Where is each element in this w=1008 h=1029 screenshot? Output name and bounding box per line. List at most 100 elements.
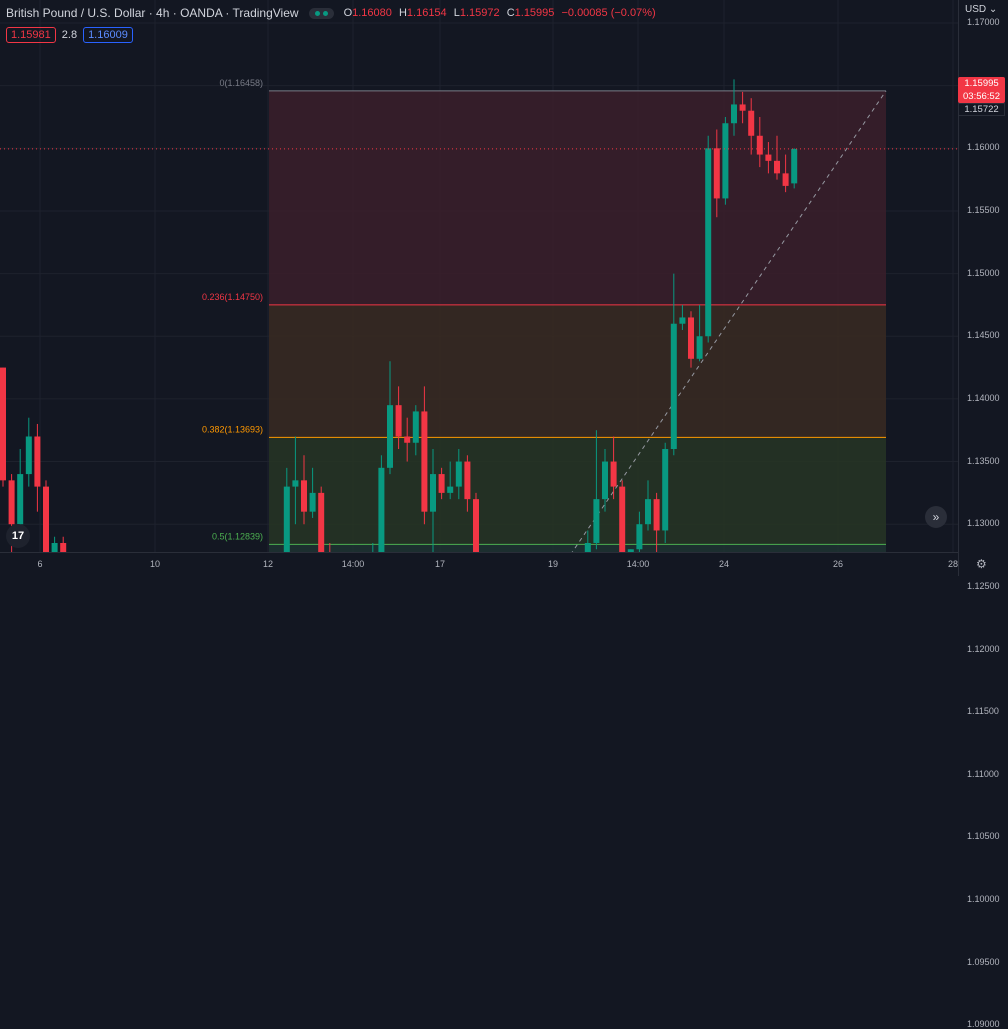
buy-button[interactable]: 1.16009 xyxy=(83,27,133,43)
candle-body xyxy=(60,542,67,675)
fib-zone xyxy=(269,437,886,545)
fib-zone xyxy=(269,544,886,652)
candle-body xyxy=(756,135,763,155)
y-tick-label: 1.17000 xyxy=(967,17,1000,27)
candle-body xyxy=(670,323,677,450)
candle-body xyxy=(748,110,755,136)
candle-body xyxy=(430,474,436,512)
fib-trend-line xyxy=(268,90,887,999)
currency-selector[interactable]: USD ⌄ xyxy=(965,4,997,15)
sell-button[interactable]: 1.15981 xyxy=(6,27,56,43)
candle-body xyxy=(412,411,419,443)
low-label: L xyxy=(453,7,460,19)
low-value: 1.15972 xyxy=(459,7,500,19)
x-tick-label: 17 xyxy=(434,559,445,569)
candle-body xyxy=(378,467,385,575)
candle-body xyxy=(387,405,393,468)
candle-body xyxy=(688,317,694,359)
candle-body xyxy=(610,461,617,487)
last-price: 1.15995 xyxy=(964,78,999,89)
chart-area[interactable]: 0(1.16458) 0.236(1.14750) 0.382(1.13693) 0.… xyxy=(0,0,958,1026)
quote-row: 1.15981 2.8 1.16009 xyxy=(6,27,133,43)
candle-body xyxy=(51,542,58,569)
close-label: C xyxy=(506,7,515,19)
candle-body xyxy=(584,542,591,581)
candlestick-chart[interactable]: 0(1.16458) 0.236(1.14750) 0.382(1.13693) 0.… xyxy=(0,0,958,1026)
x-tick-label: 12 xyxy=(262,559,273,569)
candle-body xyxy=(292,480,299,487)
spread-value: 2.8 xyxy=(61,29,78,41)
candle-body xyxy=(662,449,669,531)
candle-body xyxy=(464,461,471,500)
candle-body xyxy=(679,317,686,324)
high-label: H xyxy=(398,7,407,19)
candle-body xyxy=(619,486,626,556)
y-tick-label: 1.14500 xyxy=(967,330,1000,341)
candle-body xyxy=(602,461,608,500)
chevron-down-icon: ⌄ xyxy=(988,4,998,15)
x-tick-label: 14:00 xyxy=(626,559,650,569)
close-value: 1.15995 xyxy=(514,7,555,19)
tradingview-logo[interactable]: 17 xyxy=(6,524,30,548)
y-tick-label: 1.11000 xyxy=(967,768,999,779)
candle-body xyxy=(17,474,24,525)
currency-label: USD xyxy=(965,4,987,15)
candle-body xyxy=(782,173,789,186)
candle-body xyxy=(0,367,6,481)
candle-body xyxy=(421,411,428,512)
y-tick-label: 1.10000 xyxy=(967,894,1000,905)
candle-body xyxy=(283,486,290,644)
y-tick-label: 1.16000 xyxy=(967,142,1000,153)
candle-body xyxy=(438,474,445,493)
candle-body xyxy=(645,499,651,525)
gear-icon[interactable]: ⚙ xyxy=(976,557,987,571)
candle-body xyxy=(636,524,643,550)
x-tick-label: 14:00 xyxy=(341,559,365,569)
candle-body xyxy=(696,336,703,359)
fib-level-label: 0(1.16458) xyxy=(219,78,263,88)
prev-close-tag: 1.15722 xyxy=(958,103,1005,116)
x-tick-label: 26 xyxy=(832,559,843,569)
symbol-title[interactable]: British Pound / U.S. Dollar · 4h · OANDA… xyxy=(6,6,299,20)
y-tick-label: 1.09000 xyxy=(967,1019,1000,1029)
candle-body xyxy=(309,492,316,512)
x-tick-label: 28 xyxy=(947,559,958,569)
x-tick-label: 24 xyxy=(718,559,729,569)
fib-zone xyxy=(269,90,886,305)
candle-body xyxy=(722,123,729,199)
last-price-tag: 1.15995 03:56:52 xyxy=(958,77,1005,103)
y-tick-label: 1.14000 xyxy=(967,392,1000,403)
candle-body xyxy=(43,486,49,569)
y-tick-label: 1.11500 xyxy=(967,706,999,717)
double-chevron-right-icon[interactable]: » xyxy=(925,506,947,528)
candle-body xyxy=(8,480,15,525)
high-value: 1.16154 xyxy=(406,7,447,19)
y-tick-label: 1.13000 xyxy=(967,518,1000,529)
time-axis[interactable]: 6 10 12 14:00 17 19 14:00 24 26 28 xyxy=(0,552,958,576)
candle-body xyxy=(593,499,600,543)
y-tick-label: 1.12500 xyxy=(967,580,1000,591)
status-dot-icon xyxy=(314,10,320,16)
y-tick-label: 1.09500 xyxy=(967,956,1000,967)
fib-zone xyxy=(269,304,886,438)
candle-body xyxy=(395,405,402,437)
candle-body xyxy=(318,492,325,562)
candle-body xyxy=(301,480,307,512)
candle-body xyxy=(731,104,737,124)
fib-level-label: 0.236(1.14750) xyxy=(202,292,263,302)
market-status-indicator[interactable] xyxy=(308,7,334,19)
x-tick-label: 6 xyxy=(37,559,43,569)
ohlc-readout: O1.16080 H1.16154 L1.15972 C1.15995 −0.0… xyxy=(344,7,660,19)
candle-body xyxy=(765,154,772,161)
y-tick-label: 1.13500 xyxy=(967,455,1000,466)
x-tick-label: 19 xyxy=(547,559,558,569)
candle-body xyxy=(653,499,660,531)
fib-level-label: 0.5(1.12839) xyxy=(212,531,263,541)
candle-body xyxy=(455,461,462,487)
y-tick-label: 1.15000 xyxy=(967,267,1000,278)
candle-body xyxy=(739,104,746,111)
candle-body xyxy=(713,148,720,199)
candle-body xyxy=(705,148,712,337)
chart-header: British Pound / U.S. Dollar · 4h · OANDA… xyxy=(6,6,660,20)
bar-countdown: 03:56:52 xyxy=(963,91,1000,102)
